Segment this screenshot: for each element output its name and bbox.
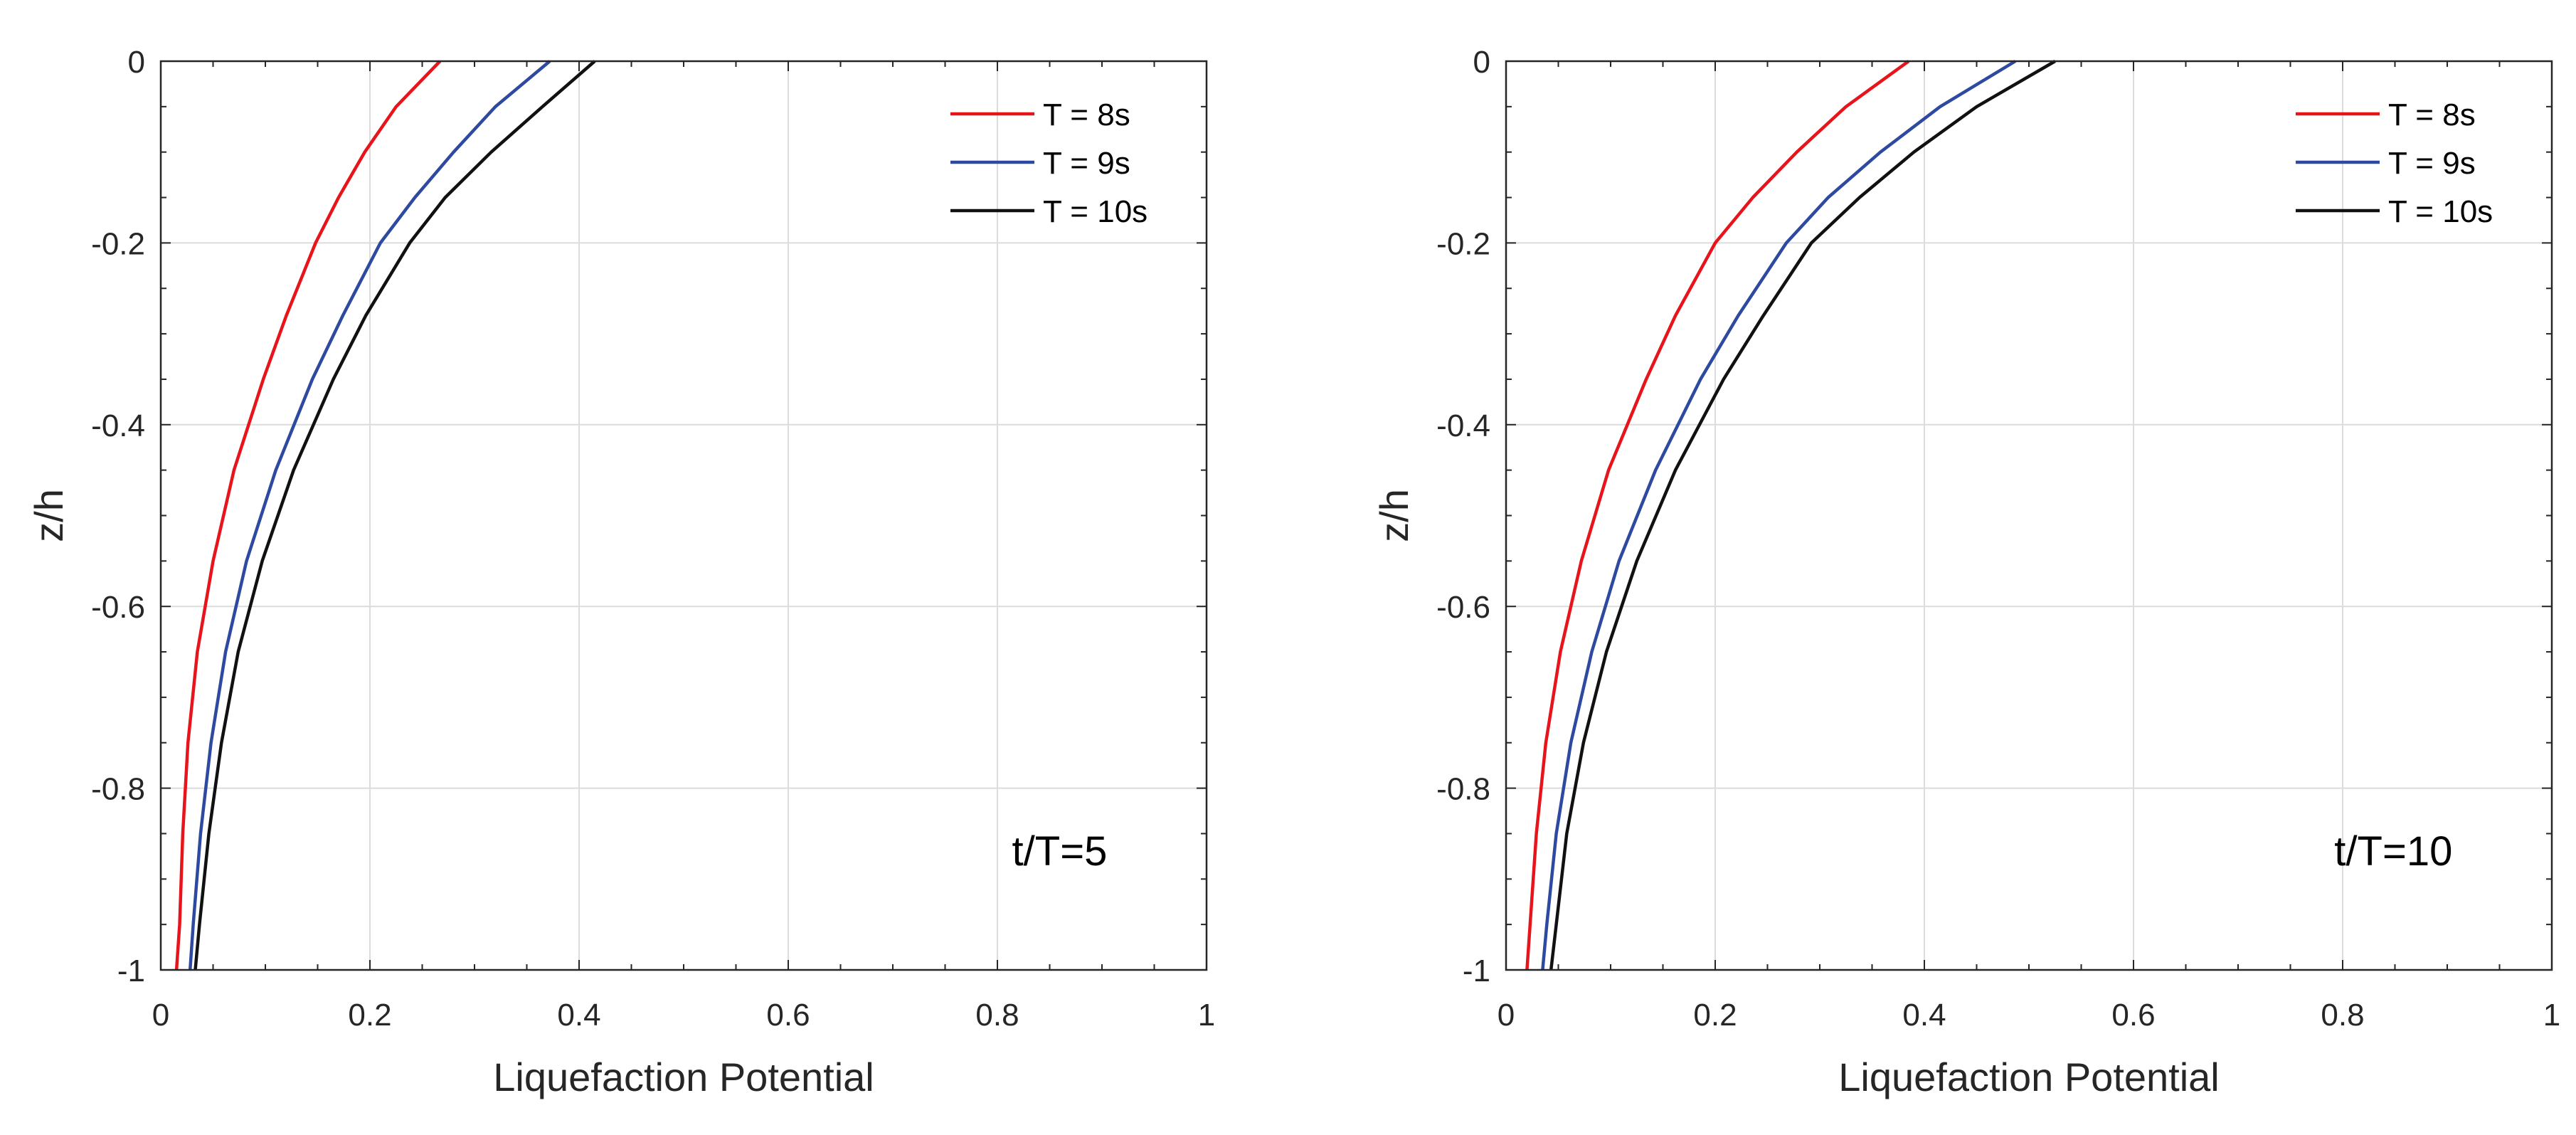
y-tick-label: 0 — [128, 45, 145, 80]
series-line-t-10s — [194, 60, 596, 971]
y-axis-label: z/h — [1372, 489, 1416, 542]
y-tick-label: -0.8 — [1436, 772, 1490, 807]
y-tick-label: -0.6 — [91, 590, 145, 625]
y-tick-label: 0 — [1473, 45, 1490, 80]
legend-label: T = 8s — [1043, 97, 1130, 132]
series-line-t-10s — [1549, 60, 2056, 971]
series-line-t-8s — [1525, 60, 1910, 971]
series-line-t-8s — [174, 60, 442, 971]
legend-label: T = 9s — [2388, 146, 2476, 181]
x-tick-label: 0.6 — [766, 998, 810, 1033]
x-tick-label: 0.8 — [975, 998, 1019, 1033]
x-axis-label: Liquefaction Potential — [493, 1055, 874, 1099]
chart-panels: 0 0.2 0.4 0.6 0.8 1 0 -0.2 -0.4 -0.6 -0.8 -1 Liquefa… — [26, 45, 2560, 1099]
grid — [1506, 61, 2552, 970]
x-tick-label: 0.2 — [348, 998, 391, 1033]
x-axis-label: Liquefaction Potential — [1838, 1055, 2220, 1099]
x-tick-label: 0.2 — [1693, 998, 1737, 1033]
y-tick-label: -0.2 — [1436, 226, 1490, 261]
chart-panel-1: 0 0.2 0.4 0.6 0.8 1 0 -0.2 -0.4 -0.6 -0.8 -1 Liquefa… — [26, 45, 1215, 1099]
grid — [161, 61, 1207, 970]
legend-label: T = 10s — [2388, 194, 2493, 229]
y-tick-label: -0.4 — [1436, 408, 1490, 443]
y-tick-label: -0.2 — [91, 226, 145, 261]
x-tick-label: 0 — [152, 998, 169, 1033]
x-tick-label: 0.8 — [2321, 998, 2364, 1033]
x-tick-label: 1 — [1198, 998, 1215, 1033]
plot-area — [161, 61, 1207, 970]
y-tick-label: -1 — [1463, 954, 1490, 988]
legend: T = 8s T = 9s T = 10s — [2296, 97, 2493, 229]
annotation-label: t/T=5 — [1012, 828, 1108, 875]
y-tick-label: -1 — [117, 954, 145, 988]
x-tick-label: 0.4 — [1902, 998, 1946, 1033]
legend-label: T = 9s — [1043, 146, 1130, 181]
plot-area — [1506, 61, 2552, 970]
x-tick-label: 0 — [1498, 998, 1515, 1033]
series-line-t-9s — [188, 60, 551, 971]
annotation-label: t/T=10 — [2334, 828, 2452, 875]
x-tick-label: 1 — [2543, 998, 2560, 1033]
y-tick-label: -0.8 — [91, 772, 145, 807]
axes-box — [1505, 60, 2553, 971]
y-axis-label: z/h — [26, 489, 71, 542]
y-tick-label: -0.6 — [1436, 590, 1490, 625]
y-tick-label: -0.4 — [91, 408, 145, 443]
chart-panel-2: 0 0.2 0.4 0.6 0.8 1 0 -0.2 -0.4 -0.6 -0.8 -1 Liquefa… — [1372, 45, 2560, 1099]
axes-box — [159, 60, 1208, 971]
x-tick-label: 0.4 — [557, 998, 600, 1033]
x-tick-label: 0.6 — [2111, 998, 2155, 1033]
series-line-t-9s — [1541, 60, 2017, 971]
legend-label: T = 10s — [1043, 194, 1147, 229]
legend-label: T = 8s — [2388, 97, 2476, 132]
legend: T = 8s T = 9s T = 10s — [950, 97, 1147, 229]
